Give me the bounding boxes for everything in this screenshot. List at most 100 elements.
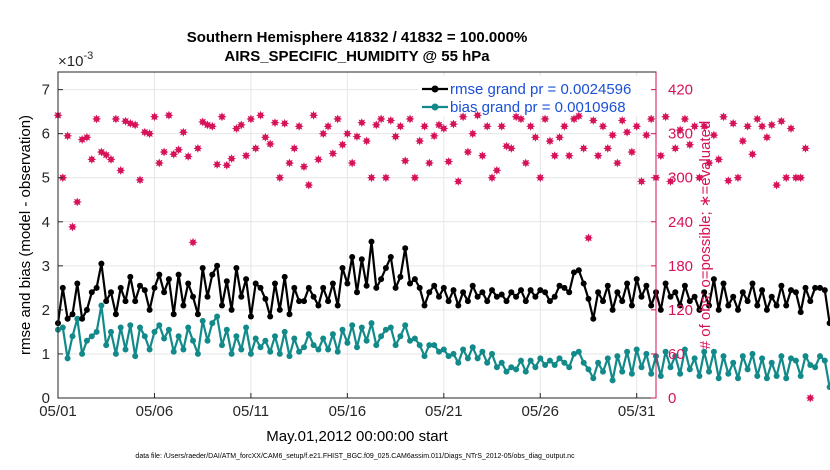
obs-point	[545, 136, 555, 146]
bias-point	[228, 350, 235, 357]
bias-point	[542, 362, 549, 368]
rmse-point	[657, 306, 664, 313]
rmse-point	[146, 306, 153, 313]
rmse-point	[161, 289, 168, 296]
obs-point	[661, 112, 671, 122]
bias-point	[600, 368, 606, 375]
obs-point	[391, 132, 401, 142]
rmse-point	[537, 287, 544, 294]
y-right-tick-label: 120	[668, 302, 693, 319]
rmse-point	[281, 273, 288, 280]
bias-point	[691, 355, 698, 362]
obs-point	[193, 143, 203, 153]
obs-point	[313, 154, 323, 164]
rmse-point	[204, 293, 211, 300]
bias-point	[696, 373, 703, 379]
rmse-point	[817, 284, 823, 291]
obs-point	[222, 160, 232, 170]
bias-point	[387, 324, 394, 331]
obs-point	[588, 116, 598, 125]
bias-point	[489, 350, 495, 357]
bias-point	[93, 328, 100, 335]
obs-point	[111, 114, 121, 124]
x-tick-label: 05/01	[39, 403, 77, 420]
obs-point	[174, 145, 184, 155]
obs-point	[463, 147, 473, 157]
bias-point	[64, 355, 71, 362]
rmse-point	[233, 265, 240, 271]
rmse-point	[214, 262, 221, 269]
bias-point	[247, 350, 254, 357]
obs-point	[410, 173, 420, 183]
bias-point	[199, 317, 206, 324]
bias-point	[59, 324, 66, 331]
bias-point	[469, 344, 476, 351]
legend-marker	[431, 85, 439, 93]
bias-point	[329, 331, 336, 338]
bias-point	[122, 346, 129, 353]
bias-point	[518, 357, 524, 364]
rmse-point	[691, 293, 698, 300]
y-left-tick-label: 4	[42, 214, 50, 231]
obs-point	[323, 121, 333, 131]
bias-point	[812, 364, 819, 371]
obs-point	[728, 118, 738, 128]
y-right-tick-label: 180	[668, 258, 693, 275]
rmse-point	[821, 287, 828, 294]
obs-point	[608, 130, 618, 140]
rmse-point	[156, 271, 163, 278]
rmse-point	[493, 293, 500, 300]
bias-point	[604, 355, 611, 362]
y-axis-right-label: # of obs: o=possible; ∗=evaluated	[697, 121, 714, 350]
bias-point	[310, 342, 317, 349]
rmse-point	[735, 306, 741, 313]
bias-point	[238, 346, 245, 353]
rmse-point	[431, 282, 438, 289]
obs-point	[593, 151, 603, 161]
rmse-point	[358, 256, 365, 263]
bias-point	[686, 366, 693, 373]
obs-point	[63, 131, 73, 141]
bias-point	[262, 337, 269, 344]
rmse-point	[185, 280, 192, 287]
obs-point	[347, 158, 357, 168]
y-right-tick-label: 0	[668, 390, 676, 407]
bias-point	[662, 348, 669, 355]
bias-series	[55, 302, 830, 390]
rmse-point	[518, 287, 524, 294]
y-left-tick-label: 7	[42, 82, 50, 99]
obs-point	[675, 125, 685, 135]
rmse-point	[527, 287, 534, 294]
bias-point	[214, 313, 221, 320]
bias-point	[373, 342, 380, 349]
rmse-point	[170, 311, 177, 318]
obs-point	[159, 147, 169, 157]
obs-point	[72, 197, 82, 207]
obs-point	[487, 173, 497, 183]
bias-point	[792, 357, 799, 364]
bias-point	[127, 322, 134, 329]
rmse-point	[566, 289, 573, 296]
y-left-tick-label: 2	[42, 302, 50, 319]
rmse-point	[363, 282, 370, 289]
obs-point	[772, 180, 782, 190]
obs-point	[526, 121, 536, 131]
rmse-point	[725, 302, 732, 309]
rmse-point	[638, 293, 645, 300]
x-tick-label: 05/11	[233, 403, 269, 420]
bias-point	[797, 373, 804, 379]
rmse-point	[79, 315, 86, 322]
rmse-point	[556, 282, 563, 289]
rmse-point	[127, 273, 134, 280]
rmse-point	[190, 293, 196, 300]
obs-point	[145, 129, 155, 139]
rmse-point	[83, 306, 90, 313]
bias-point	[194, 350, 201, 357]
rmse-point	[763, 306, 770, 313]
rmse-point	[575, 267, 582, 274]
rmse-point	[498, 291, 505, 298]
obs-point	[719, 112, 728, 122]
bias-point	[440, 346, 447, 353]
rmse-point	[643, 282, 650, 289]
